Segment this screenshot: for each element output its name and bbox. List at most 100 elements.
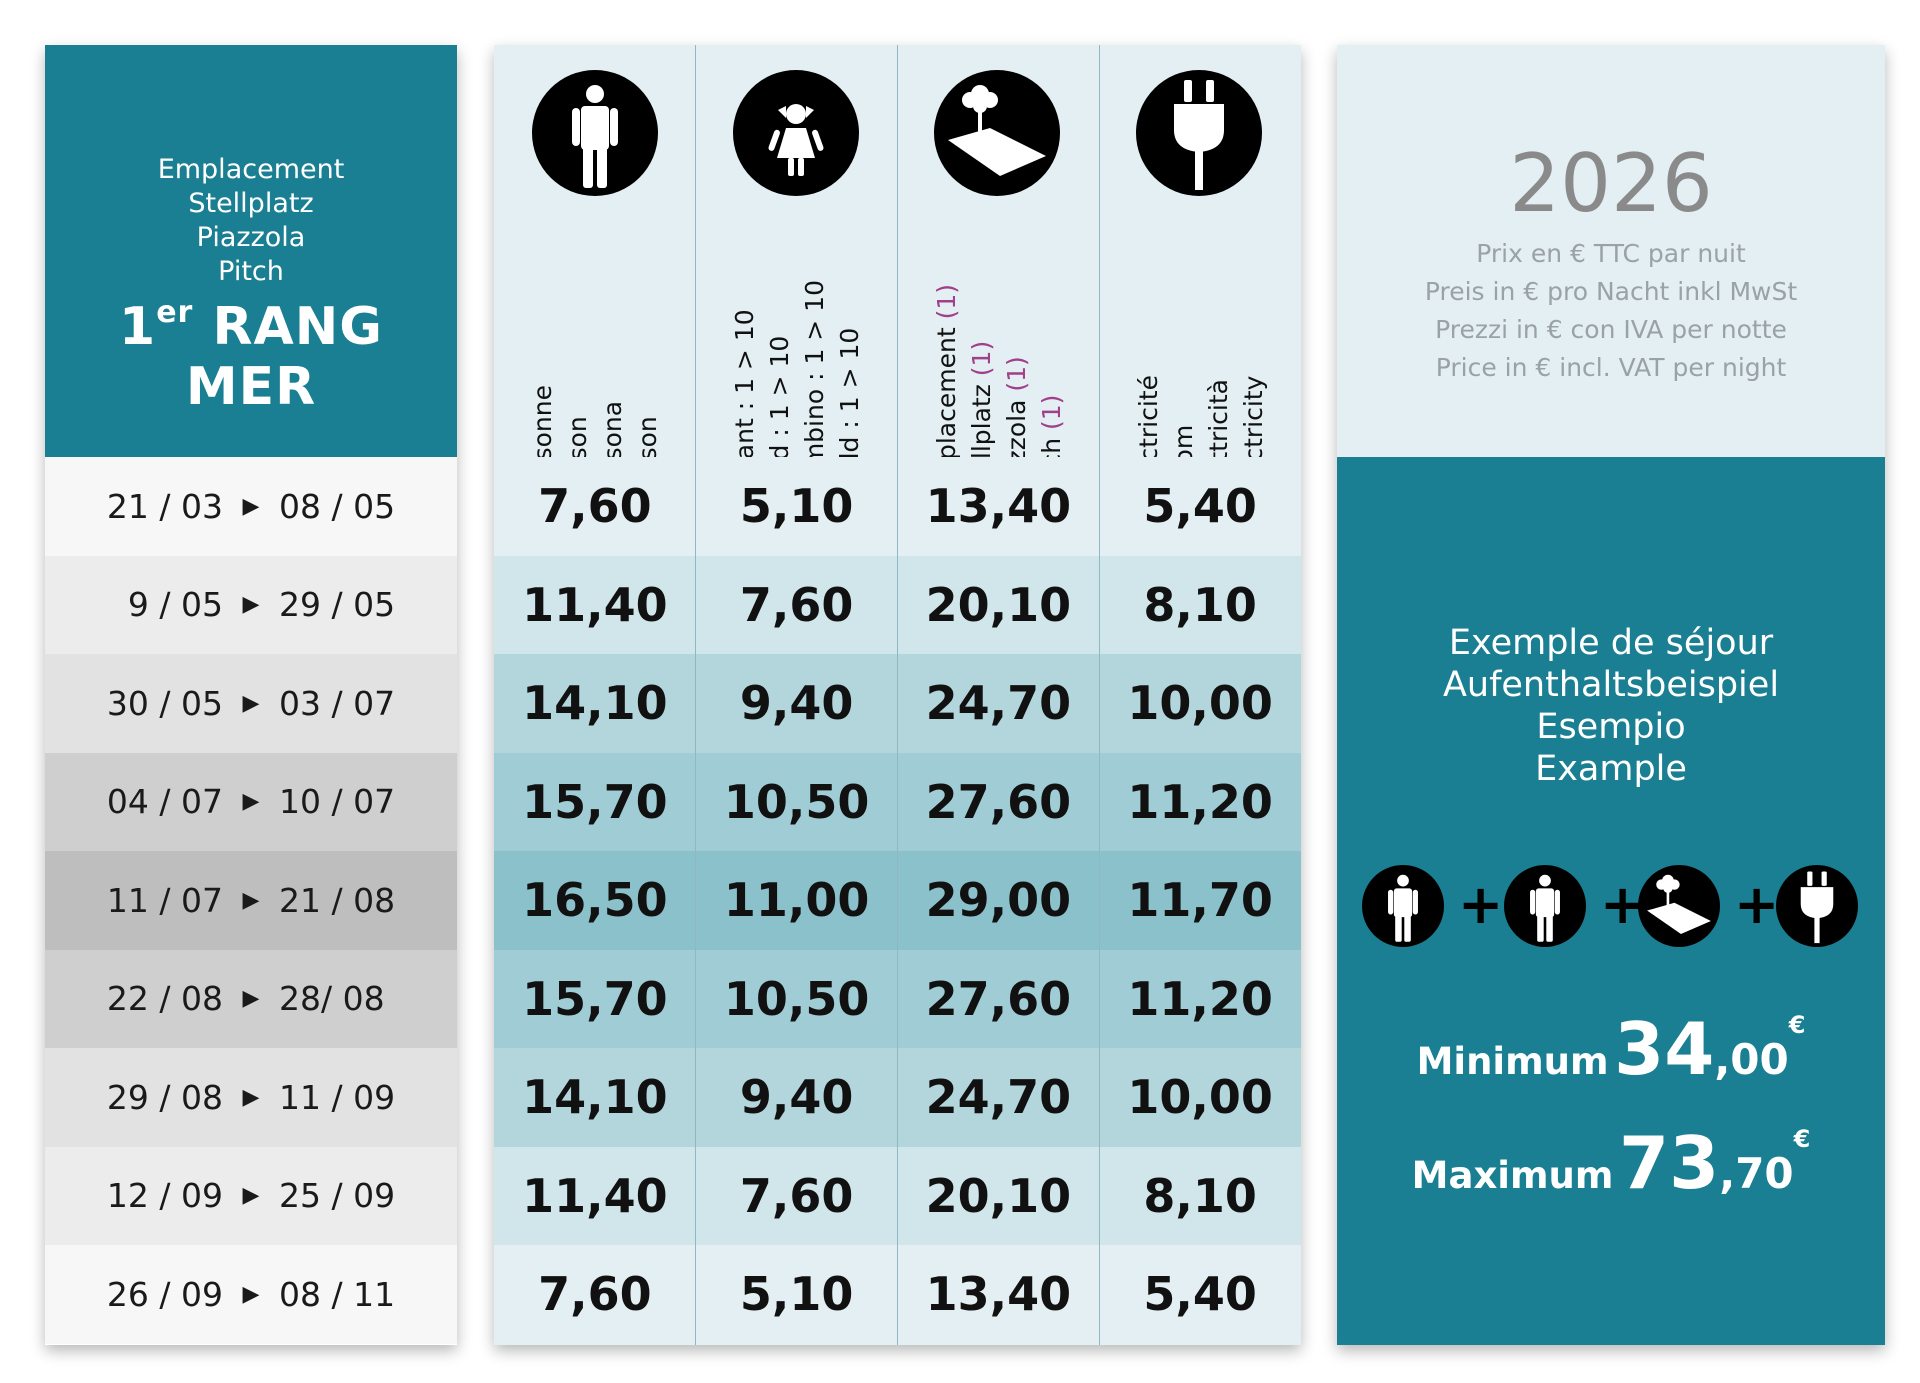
price-cell: 15,70	[522, 971, 668, 1026]
date-to: 25 / 09	[279, 1176, 396, 1216]
footnote-marker: (1)	[1036, 394, 1066, 430]
price-cell: 15,70	[522, 774, 668, 829]
price-cell: 20,10	[925, 577, 1072, 632]
price-cell: 5,40	[1143, 1267, 1257, 1322]
date-to: 03 / 07	[279, 683, 396, 723]
price-cell: 11,40	[522, 1168, 668, 1223]
date-range-row: 21 / 03 ▶ 08 / 05	[45, 457, 457, 556]
plus-sign: +	[1734, 873, 1780, 936]
arrow-right-icon: ▶	[242, 1281, 260, 1307]
price-cell: 20,10	[925, 1168, 1072, 1223]
arrow-right-icon: ▶	[242, 690, 260, 716]
date-to: 08 / 05	[279, 486, 396, 526]
price-info-line: Preis in € pro Nacht inkl MwSt	[1424, 277, 1798, 306]
person-icon	[532, 70, 658, 196]
date-range-row: 11 / 07 ▶ 21 / 08	[45, 851, 457, 950]
maximum-whole: 73	[1619, 1121, 1720, 1205]
date-panel: Emplacement Stellplatz Piazzola Pitch 1e…	[45, 45, 457, 1345]
date-from: 22 / 08	[106, 979, 223, 1019]
rank-suffix: er	[156, 295, 194, 330]
maximum-decimal: ,70	[1719, 1149, 1794, 1198]
date-to: 21 / 08	[279, 880, 396, 920]
date-to: 29 / 05	[279, 585, 396, 625]
price-cell: 16,50	[522, 873, 668, 928]
rank-text: RANG MER	[185, 297, 383, 417]
minimum-decimal: ,00	[1714, 1035, 1789, 1084]
plus-sign: +	[1600, 873, 1646, 936]
price-cell: 8,10	[1143, 1168, 1257, 1223]
price-cell: 27,60	[925, 774, 1072, 829]
pitch-tree-icon	[1638, 865, 1720, 947]
year-title: 2026	[1509, 137, 1713, 230]
date-from: 30 / 05	[106, 683, 223, 723]
example-box: Exemple de séjour Aufenthaltsbeispiel Es…	[1337, 457, 1885, 1345]
price-cell: 10,50	[723, 774, 870, 829]
arrow-right-icon: ▶	[242, 1183, 260, 1209]
price-cell: 9,40	[739, 676, 854, 731]
rank-number: 1	[119, 297, 157, 357]
price-cell: 7,60	[739, 1168, 854, 1223]
price-cell: 14,10	[522, 1070, 668, 1125]
arrow-right-icon: ▶	[242, 592, 260, 618]
example-label: Esempio	[1536, 707, 1686, 747]
footnote-marker: (1)	[931, 283, 961, 320]
minimum-currency: €	[1788, 1011, 1806, 1039]
price-cell: 5,10	[739, 1267, 854, 1322]
date-from: 29 / 08	[106, 1077, 223, 1117]
column-divider	[1099, 45, 1100, 1345]
price-info: Prix en € TTC par nuit Preis in € pro Na…	[1337, 235, 1885, 387]
arrow-right-icon: ▶	[242, 887, 260, 913]
price-info-line: Price in € incl. VAT per night	[1435, 353, 1787, 382]
maximum-label: Maximum	[1411, 1154, 1614, 1197]
plus-sign: +	[1458, 873, 1504, 936]
price-info-line: Prezzi in € con IVA per notte	[1435, 315, 1787, 344]
date-from: 04 / 07	[106, 782, 223, 822]
date-to: 08 / 11	[279, 1274, 396, 1314]
price-cell: 11,00	[723, 873, 870, 928]
arrow-right-icon: ▶	[242, 1084, 260, 1110]
price-cell: 11,70	[1127, 873, 1273, 928]
date-to: 10 / 07	[279, 782, 396, 822]
minimum-label: Minimum	[1416, 1040, 1609, 1083]
arrow-right-icon: ▶	[242, 789, 260, 815]
arrow-right-icon: ▶	[242, 493, 260, 519]
price-cell: 10,50	[723, 971, 870, 1026]
example-formula: + + +	[1362, 865, 1860, 949]
rank-title: 1er RANG MER	[45, 295, 457, 417]
price-cell: 5,40	[1143, 479, 1257, 534]
price-cell: 8,10	[1143, 577, 1257, 632]
pitch-tree-icon	[934, 70, 1060, 196]
person-icon	[1504, 865, 1586, 947]
price-cell: 10,00	[1127, 1070, 1273, 1125]
footnote-marker: (1)	[1001, 356, 1031, 392]
price-cell: 29,00	[925, 873, 1072, 928]
electric-plug-icon	[1776, 865, 1858, 947]
child-icon	[733, 70, 859, 196]
price-cell: 5,10	[739, 479, 854, 534]
price-cell: 11,20	[1127, 774, 1273, 829]
minimum-price: Minimum 34,00€	[1337, 1007, 1885, 1091]
category-header: Emplacement Stellplatz Piazzola Pitch 1e…	[45, 45, 457, 457]
category-labels: Emplacement Stellplatz Piazzola Pitch	[45, 153, 457, 289]
date-from: 21 / 03	[106, 486, 223, 526]
price-cell: 7,60	[538, 1267, 652, 1322]
price-cell: 24,70	[925, 676, 1072, 731]
arrow-right-icon: ▶	[242, 986, 260, 1012]
category-label: Stellplatz	[188, 188, 314, 219]
date-from: 9 / 05	[127, 585, 223, 625]
price-cell: 13,40	[925, 1267, 1072, 1322]
price-cell: 13,40	[925, 479, 1072, 534]
column-divider	[897, 45, 898, 1345]
electric-plug-icon	[1136, 70, 1262, 196]
example-label: Exemple de séjour	[1448, 623, 1774, 663]
info-panel: 2026 Prix en € TTC par nuit Preis in € p…	[1337, 45, 1885, 1345]
price-row: 14,10 9,40 24,70 10,00	[494, 654, 1301, 753]
category-label: Emplacement	[157, 154, 345, 185]
date-to: 28/ 08	[279, 979, 385, 1019]
date-range-row: 04 / 07 ▶ 10 / 07	[45, 752, 457, 851]
price-cell: 7,60	[538, 479, 652, 534]
price-cell: 27,60	[925, 971, 1072, 1026]
category-label: Pitch	[218, 256, 284, 287]
maximum-price: Maximum 73,70€	[1337, 1121, 1885, 1205]
price-cell: 10,00	[1127, 676, 1273, 731]
